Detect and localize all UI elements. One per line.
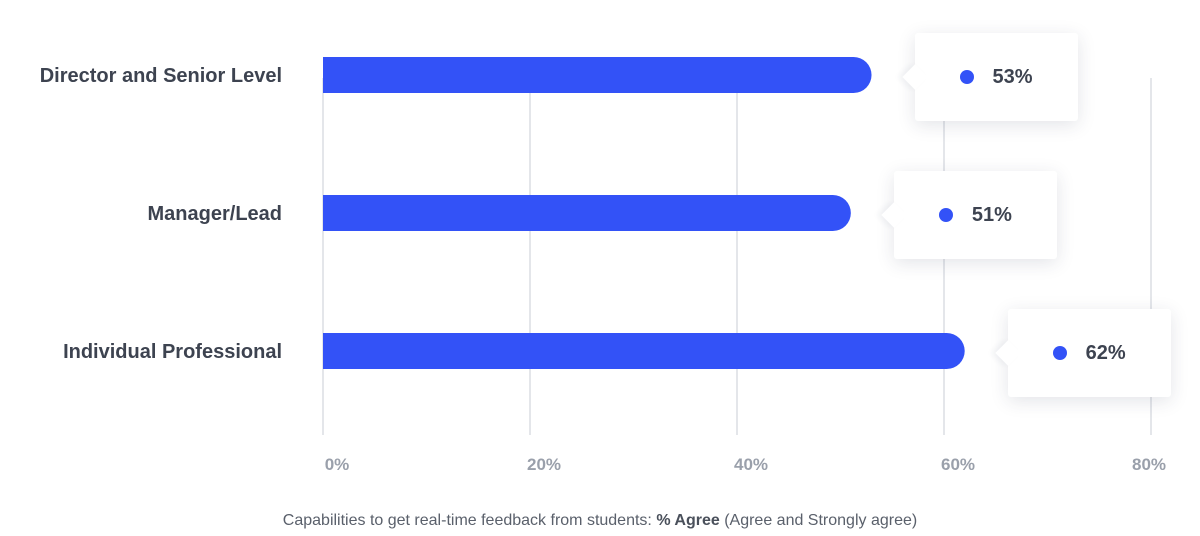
series-dot-icon: [959, 70, 974, 84]
category-label: Manager/Lead: [148, 203, 282, 225]
caption-suffix: (Agree and Strongly agree): [719, 512, 918, 529]
x-tick-label: 0%: [325, 455, 350, 474]
value-callout: 53%: [914, 33, 1078, 121]
value-label: 62%: [1085, 341, 1126, 364]
x-tick-label: 60%: [941, 455, 975, 474]
chart-caption: Capabilities to get real-time feedback f…: [0, 512, 1200, 530]
series-dot-icon: [938, 208, 953, 222]
caption-emphasis: % Agree: [656, 512, 720, 529]
value-label: 51%: [971, 203, 1012, 226]
bar: [323, 333, 965, 369]
bar: [323, 57, 872, 93]
x-tick-label: 20%: [527, 455, 561, 474]
category-label: Director and Senior Level: [40, 65, 282, 87]
series-dot-icon: [1052, 346, 1067, 360]
caption-prefix: Capabilities to get real-time feedback f…: [282, 512, 657, 529]
x-tick-label: 40%: [734, 455, 768, 474]
value-callout: 62%: [1007, 309, 1171, 397]
value-callout: 51%: [893, 171, 1057, 259]
value-label: 53%: [992, 65, 1033, 88]
bar: [323, 195, 851, 231]
category-label: Individual Professional: [63, 341, 282, 363]
x-tick-label: 80%: [1132, 455, 1166, 474]
